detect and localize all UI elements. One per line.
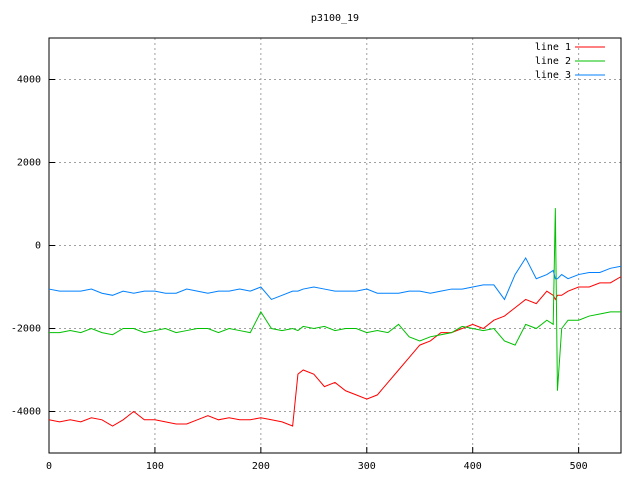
x-tick-label: 500 [570,461,588,472]
x-tick-label: 400 [464,461,482,472]
chart-title: p3100_19 [311,13,359,24]
data-line [48,276,622,427]
plot-border [48,37,622,454]
x-tick-label: 0 [46,461,52,472]
data-line [48,256,622,301]
y-tick-label: 2000 [17,158,41,169]
data-line [49,208,621,391]
y-tick-label: 4000 [17,75,41,86]
y-tick-label: -2000 [11,324,41,335]
legend-label: line 1 [535,42,571,53]
x-tick-label: 300 [358,461,376,472]
y-tick-label: 0 [35,241,41,252]
x-tick-label: 100 [146,461,164,472]
legend-label: line 2 [535,56,571,67]
x-tick-label: 200 [252,461,270,472]
legend-label: line 3 [535,70,571,81]
y-tick-label: -4000 [11,407,41,418]
